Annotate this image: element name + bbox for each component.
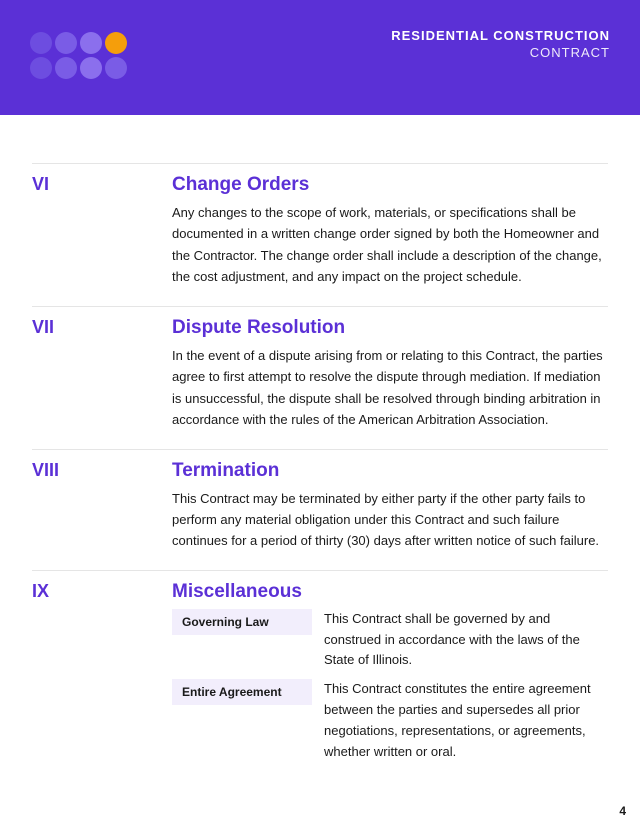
section-body: Miscellaneous Governing Law This Contrac…	[172, 581, 608, 771]
section-text: In the event of a dispute arising from o…	[172, 345, 608, 431]
section-body: Termination This Contract may be termina…	[172, 460, 608, 552]
section-number: IX	[32, 581, 172, 771]
logo-dot	[80, 32, 102, 54]
section-title: Termination	[172, 460, 608, 482]
section-text: Any changes to the scope of work, materi…	[172, 202, 608, 288]
misc-row-entire-agreement: Entire Agreement This Contract constitut…	[172, 679, 608, 762]
section-miscellaneous: IX Miscellaneous Governing Law This Cont…	[32, 570, 608, 789]
misc-label: Entire Agreement	[172, 679, 312, 705]
header-subtitle: CONTRACT	[391, 45, 610, 60]
section-number: VI	[32, 174, 172, 288]
misc-label: Governing Law	[172, 609, 312, 635]
section-number: VIII	[32, 460, 172, 552]
logo-dot	[55, 32, 77, 54]
section-termination: VIII Termination This Contract may be te…	[32, 449, 608, 570]
document-content: VI Change Orders Any changes to the scop…	[0, 115, 640, 788]
section-title: Change Orders	[172, 174, 608, 196]
header-title: RESIDENTIAL CONSTRUCTION	[391, 28, 610, 43]
section-number: VII	[32, 317, 172, 431]
misc-row-governing-law: Governing Law This Contract shall be gov…	[172, 609, 608, 671]
page-number: 4	[619, 804, 626, 818]
section-title: Dispute Resolution	[172, 317, 608, 339]
logo-dot	[55, 57, 77, 79]
section-title: Miscellaneous	[172, 581, 608, 603]
logo-dot	[105, 57, 127, 79]
section-change-orders: VI Change Orders Any changes to the scop…	[32, 163, 608, 306]
logo-dot	[80, 57, 102, 79]
section-dispute-resolution: VII Dispute Resolution In the event of a…	[32, 306, 608, 449]
misc-text: This Contract shall be governed by and c…	[324, 609, 608, 671]
logo-dot	[30, 57, 52, 79]
header-text-block: RESIDENTIAL CONSTRUCTION CONTRACT	[391, 28, 610, 60]
section-body: Dispute Resolution In the event of a dis…	[172, 317, 608, 431]
logo-dot	[30, 32, 52, 54]
section-text: This Contract may be terminated by eithe…	[172, 488, 608, 552]
logo-dot	[105, 32, 127, 54]
document-header: RESIDENTIAL CONSTRUCTION CONTRACT	[0, 0, 640, 115]
section-body: Change Orders Any changes to the scope o…	[172, 174, 608, 288]
misc-text: This Contract constitutes the entire agr…	[324, 679, 608, 762]
logo-dots	[30, 32, 127, 79]
